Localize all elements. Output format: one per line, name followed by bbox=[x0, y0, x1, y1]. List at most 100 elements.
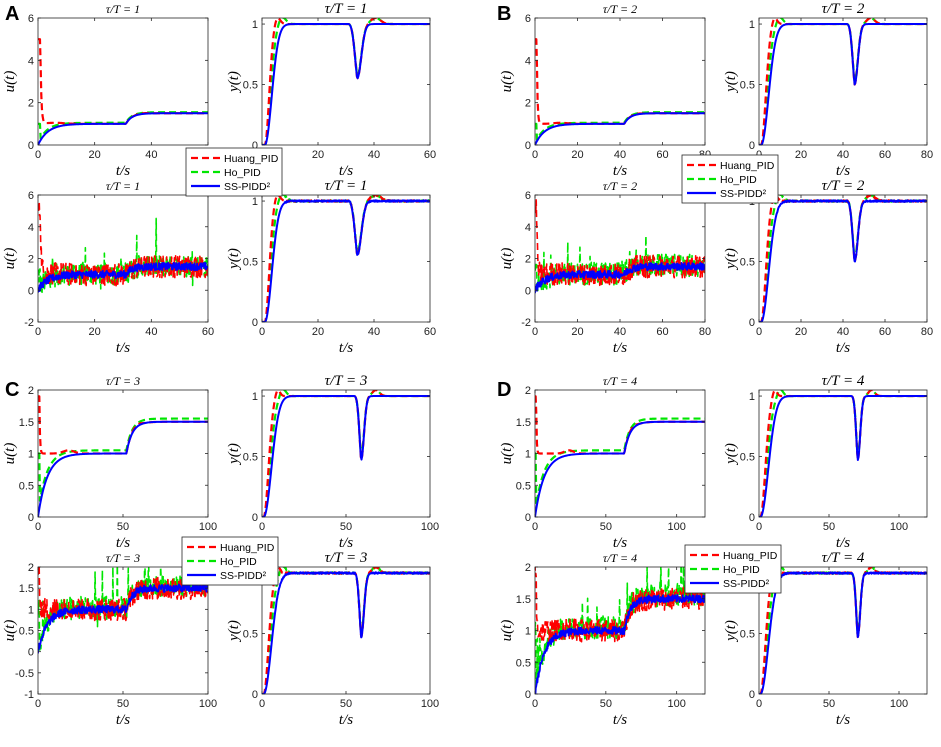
x-tick-label: 0 bbox=[35, 698, 41, 710]
y-tick-label: 0 bbox=[28, 285, 34, 297]
y-tick-label: 0 bbox=[28, 512, 34, 524]
x-tick-label: 40 bbox=[614, 326, 626, 338]
x-axis-label: t/s bbox=[613, 340, 627, 356]
panel-b-axes-1: 0204060800246τ/T = 2t/su(t) bbox=[499, 2, 711, 179]
series-line-ss-pidd2 bbox=[535, 261, 705, 294]
panel-c-axes-3: 0 50 100 -1 -0.5 0 0.5 1 1.5 2 τ/T = 3 t/s u(t) bbox=[2, 551, 217, 728]
y-tick-label: -0.5 bbox=[15, 668, 34, 680]
axes-box bbox=[261, 566, 431, 695]
y-tick-label: 1 bbox=[252, 196, 258, 208]
axes-title: τ/T = 1 bbox=[325, 178, 368, 194]
x-tick-label: 40 bbox=[368, 149, 380, 161]
axes-box bbox=[758, 17, 928, 146]
x-tick-label: 80 bbox=[699, 326, 711, 338]
y-tick-label: 0 bbox=[525, 285, 531, 297]
y-tick-label: 1 bbox=[749, 19, 755, 31]
series-group bbox=[759, 567, 927, 694]
series-line-ho-pid bbox=[535, 567, 705, 686]
y-tick-label: 0 bbox=[525, 512, 531, 524]
legend: Huang_PID Ho_PID SS-PIDD² bbox=[684, 544, 782, 594]
x-tick-label: 50 bbox=[823, 521, 835, 533]
y-tick-label: 1.5 bbox=[516, 417, 531, 429]
series-line-ho-pid bbox=[262, 390, 430, 517]
y-tick-label: 0 bbox=[525, 689, 531, 701]
axes-box bbox=[758, 389, 928, 518]
x-tick-label: 50 bbox=[117, 521, 129, 533]
axes-title: τ/T = 2 bbox=[822, 1, 865, 17]
legend-entry: Ho_PID bbox=[723, 564, 760, 576]
y-tick-label: 0 bbox=[28, 140, 34, 152]
x-axis-label: t/s bbox=[613, 535, 627, 551]
y-tick-label: 2 bbox=[28, 254, 34, 266]
y-axis-label: u(t) bbox=[499, 620, 515, 642]
axes-box bbox=[37, 17, 209, 146]
x-tick-label: 20 bbox=[89, 149, 101, 161]
series-line-huang-pid bbox=[38, 200, 208, 287]
y-tick-label: 0.5 bbox=[19, 626, 34, 638]
legend-entry: SS-PIDD² bbox=[720, 188, 767, 200]
y-tick-label: 0.5 bbox=[516, 480, 531, 492]
axes-title: τ/T = 4 bbox=[822, 373, 865, 389]
panel-d-axes-1: 0 50 100 0 0.5 1 1.5 2 τ/T = 4 t/s u(t) bbox=[499, 374, 706, 551]
y-tick-label: -2 bbox=[521, 317, 531, 329]
y-axis-label: u(t) bbox=[499, 443, 515, 465]
series-line-ho-pid bbox=[759, 567, 927, 694]
y-tick-label: 2 bbox=[525, 385, 531, 397]
series-group bbox=[262, 18, 430, 145]
series-line-huang-pid bbox=[759, 390, 927, 517]
series-line-ss-pidd2 bbox=[535, 594, 705, 694]
y-tick-label: 0.5 bbox=[19, 480, 34, 492]
y-axis-label: y(t) bbox=[723, 71, 739, 94]
legend-entry: Huang_PID bbox=[224, 153, 279, 165]
x-tick-label: 0 bbox=[35, 326, 41, 338]
axes-title: τ/T = 2 bbox=[822, 178, 865, 194]
series-group bbox=[262, 390, 430, 517]
axes-title: τ/T = 1 bbox=[106, 2, 140, 16]
axes-title: τ/T = 2 bbox=[603, 2, 637, 16]
series-line-ss-pidd2 bbox=[262, 395, 430, 517]
y-tick-label: 6 bbox=[525, 13, 531, 25]
series-line-huang-pid bbox=[759, 567, 927, 694]
series-line-huang-pid bbox=[38, 567, 208, 622]
y-axis-label: y(t) bbox=[723, 248, 739, 271]
series-line-ss-pidd2 bbox=[262, 199, 430, 322]
y-tick-label: 1 bbox=[28, 604, 34, 616]
axes-box bbox=[758, 566, 928, 695]
series-line-ho-pid bbox=[759, 18, 927, 145]
y-tick-label: 0 bbox=[749, 689, 755, 701]
x-tick-label: 60 bbox=[656, 149, 668, 161]
axes-title: τ/T = 4 bbox=[822, 550, 865, 566]
series-group bbox=[535, 395, 705, 517]
x-tick-label: 100 bbox=[667, 698, 685, 710]
legend: Huang_PID Ho_PID SS-PIDD² bbox=[185, 147, 283, 197]
y-axis-label: u(t) bbox=[2, 620, 18, 642]
y-tick-label: 0 bbox=[525, 140, 531, 152]
y-tick-label: 1.5 bbox=[19, 583, 34, 595]
x-axis-label: t/s bbox=[116, 163, 130, 179]
series-line-huang-pid bbox=[262, 18, 430, 145]
x-tick-label: 0 bbox=[756, 698, 762, 710]
panel-c-axes-1: 0 50 100 0 0.5 1 1.5 2 τ/T = 3 t/s u(t) bbox=[2, 374, 217, 551]
y-tick-label: 4 bbox=[525, 55, 531, 67]
series-group bbox=[759, 195, 927, 322]
y-tick-label: 2 bbox=[525, 562, 531, 574]
y-axis-label: u(t) bbox=[2, 248, 18, 270]
series-group bbox=[38, 567, 208, 654]
series-line-ss-pidd2 bbox=[38, 583, 208, 654]
x-tick-label: 40 bbox=[368, 326, 380, 338]
legend-entry: Huang_PID bbox=[220, 542, 275, 554]
legend-entry: Ho_PID bbox=[224, 167, 261, 179]
x-axis-label: t/s bbox=[339, 163, 353, 179]
series-line-ss-pidd2 bbox=[38, 112, 208, 145]
panel-letter: D bbox=[497, 379, 511, 401]
y-tick-label: 1 bbox=[252, 19, 258, 31]
axes-title: τ/T = 2 bbox=[603, 179, 637, 193]
x-tick-label: 50 bbox=[823, 698, 835, 710]
x-tick-label: 100 bbox=[890, 521, 908, 533]
y-tick-label: 2 bbox=[28, 562, 34, 574]
axes-title: τ/T = 1 bbox=[106, 179, 140, 193]
series-line-huang-pid bbox=[38, 395, 208, 455]
series-line-ho-pid bbox=[759, 390, 927, 517]
series-line-ho-pid bbox=[262, 567, 430, 694]
